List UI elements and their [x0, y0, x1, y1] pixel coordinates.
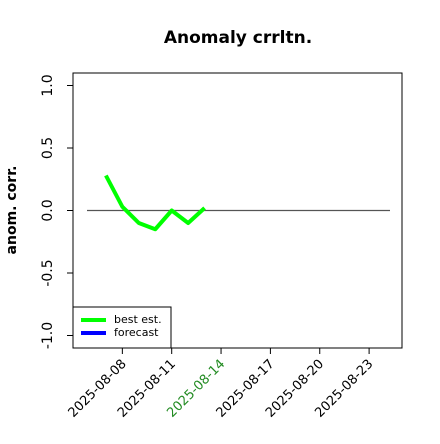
legend-box	[72, 306, 172, 349]
y-axis-label: anom. corr.	[4, 166, 20, 255]
legend-label: best est.	[114, 313, 162, 326]
legend-label: forecast	[114, 326, 159, 339]
y-tick-label: 1.0	[40, 74, 56, 96]
data-line	[104, 174, 206, 232]
y-tick-label: 0.0	[40, 199, 56, 221]
y-tick-label: -1.0	[40, 322, 56, 349]
y-tick-label: 0.5	[40, 137, 56, 159]
chart-title: Anomaly crrltn.	[164, 28, 312, 48]
y-tick-label: -0.5	[40, 259, 56, 286]
